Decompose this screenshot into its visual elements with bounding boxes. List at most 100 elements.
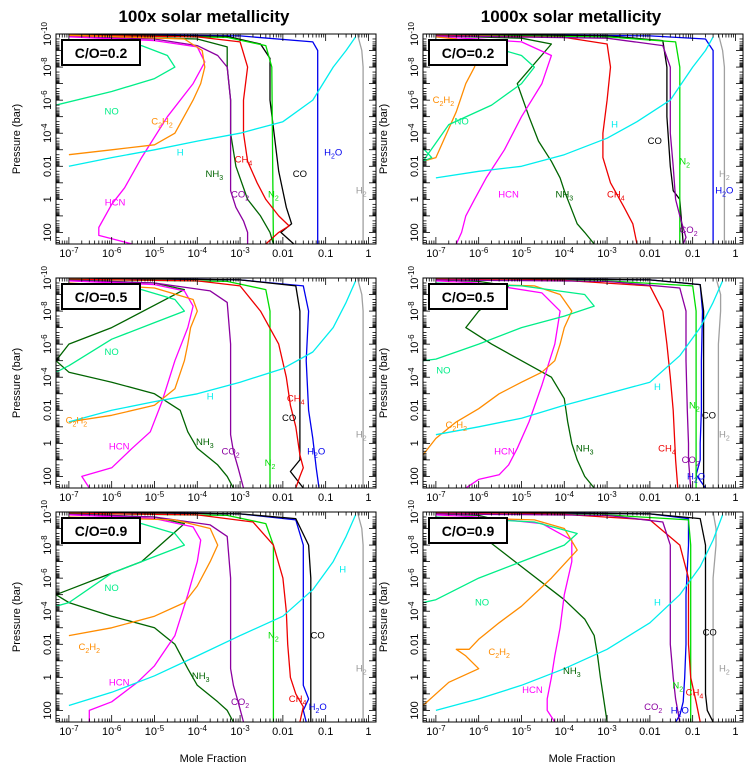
x-tick-label: 10-6 — [102, 246, 122, 260]
series-line-ch4 — [68, 278, 304, 488]
series-label-co2: CO2 — [231, 189, 249, 202]
series-label-ch4: CH4 — [686, 687, 704, 700]
series-line-co2 — [435, 35, 687, 244]
series-line-ch4 — [435, 34, 638, 244]
y-axis-label: Pressure (bar) — [378, 104, 390, 174]
series-line-no — [423, 516, 578, 604]
co-ratio-box — [61, 39, 141, 66]
series-line-hcn — [68, 514, 202, 722]
series-label-h2o: H2O — [715, 186, 733, 199]
tick-marks — [422, 33, 743, 245]
series-label-hcn: HCN — [109, 677, 130, 688]
y-tick-label: 0.01 — [409, 400, 421, 421]
series-line-hcn — [68, 280, 194, 488]
series-label-h2o: H2O — [309, 702, 327, 715]
series-label-ch4: CH4 — [607, 189, 625, 202]
y-tick-label: 100 — [409, 467, 421, 485]
co-ratio-label: C/O=0.5 — [442, 289, 495, 305]
series-line-nh3 — [56, 513, 234, 722]
x-tick-label: 10-6 — [469, 724, 489, 738]
series-line-hcn — [435, 36, 553, 244]
y-tick-label: 10-4 — [40, 123, 54, 143]
x-tick-label: 10-7 — [59, 724, 79, 738]
y-axis-label: Pressure (bar) — [11, 104, 23, 174]
series-line-c2h2 — [68, 34, 206, 156]
series-label-ch4: CH4 — [658, 443, 676, 456]
series-label-n2: N2 — [689, 400, 700, 413]
series-label-nh3: NH3 — [576, 443, 594, 456]
series-line-ch4 — [68, 34, 290, 244]
series-label-c2h2: C2H2 — [446, 420, 468, 433]
y-tick-label: 10-10 — [40, 266, 54, 290]
co-ratio-box — [428, 283, 508, 310]
plot-frame — [422, 277, 744, 489]
series-line-no — [56, 41, 176, 106]
series-line-co — [435, 34, 684, 244]
x-tick-label: 1 — [365, 248, 371, 260]
y-tick-label: 0.01 — [42, 156, 54, 177]
x-tick-label: 10-5 — [512, 246, 532, 260]
y-tick-label: 10-6 — [407, 334, 421, 354]
y-tick-label: 100 — [42, 467, 54, 485]
column-title-right: 1000x solar metallicity — [481, 7, 662, 26]
y-tick-label: 1 — [42, 196, 54, 202]
y-tick-label: 10-8 — [40, 301, 54, 321]
x-tick-label: 10-3 — [230, 246, 250, 260]
series-label-n2: N2 — [672, 680, 683, 693]
series-line-no — [56, 519, 186, 607]
series-label-c2h2: C2H2 — [151, 117, 173, 130]
column-title-left: 100x solar metallicity — [118, 7, 290, 26]
series-label-ch4: CH4 — [289, 694, 307, 707]
x-tick-label: 0.1 — [318, 248, 333, 260]
y-tick-label: 0.01 — [42, 634, 54, 655]
x-tick-label: 10-5 — [512, 490, 532, 504]
series-label-h2: H2 — [356, 186, 367, 199]
x-axis-label-right: Mole Fraction — [549, 753, 616, 765]
y-tick-label: 100 — [409, 701, 421, 719]
x-tick-label: 10-7 — [426, 490, 446, 504]
series-line-h — [68, 36, 357, 167]
x-tick-label: 0.1 — [318, 726, 333, 738]
x-tick-label: 1 — [732, 492, 738, 504]
series-line-h — [435, 514, 724, 712]
x-tick-label: 10-4 — [555, 490, 575, 504]
series-line-no — [56, 285, 186, 373]
series-label-no: NO — [475, 598, 489, 609]
y-axis-label: Pressure (bar) — [378, 582, 390, 652]
y-tick-label: 10-8 — [40, 535, 54, 555]
tick-marks — [55, 33, 376, 245]
series-line-c2h2 — [68, 282, 198, 423]
series-line-ch4 — [435, 512, 701, 722]
x-tick-label: 10-5 — [145, 246, 165, 260]
series-line-co — [68, 278, 304, 488]
panel-1000x-09: H2 H2O CO N2 CH4 NH3 CO2 HCN C2H2 NO H 10-7 10-6 10-5… — [378, 500, 744, 738]
series-label-co2: CO2 — [644, 702, 662, 715]
series-label-co: CO — [293, 169, 307, 180]
x-tick-label: 10-5 — [145, 490, 165, 504]
series-label-h2: H2 — [356, 664, 367, 677]
y-tick-label: 1 — [409, 196, 421, 202]
series-label-no: NO — [436, 366, 450, 377]
series-label-n2: N2 — [268, 189, 279, 202]
series-label-nh3: NH3 — [205, 169, 223, 182]
series-label-nh3: NH3 — [196, 437, 214, 450]
series-label-h2: H2 — [719, 169, 730, 182]
y-tick-label: 0.01 — [42, 400, 54, 421]
plot-frame — [55, 511, 377, 723]
y-axis-label: Pressure (bar) — [378, 348, 390, 418]
series-line-co — [435, 512, 714, 722]
x-tick-label: 10-4 — [188, 490, 208, 504]
x-tick-label: 10-5 — [145, 724, 165, 738]
series-line-co2 — [435, 513, 681, 722]
series-line-n2 — [435, 512, 692, 722]
series-lines — [56, 512, 364, 722]
tick-marks — [422, 511, 743, 723]
x-tick-label: 0.1 — [318, 492, 333, 504]
series-label-no: NO — [455, 117, 469, 128]
series-label-h: H — [339, 565, 346, 576]
series-label-c2h2: C2H2 — [79, 642, 101, 655]
series-line-ch4 — [435, 278, 679, 488]
y-tick-label: 10-10 — [40, 500, 54, 524]
